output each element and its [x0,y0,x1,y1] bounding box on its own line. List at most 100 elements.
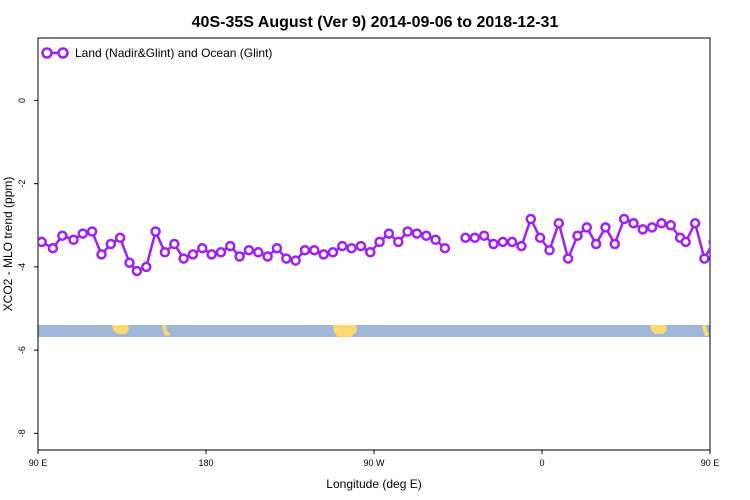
data-point [150,226,161,237]
data-point [365,247,376,258]
land-patch [162,325,171,336]
data-point [680,236,691,248]
data-point [488,238,499,250]
data-point [609,238,621,250]
data-point [131,265,143,277]
plot-frame [37,37,711,451]
data-point [374,236,385,248]
data-point [38,236,47,248]
series-group [38,213,746,277]
data-point [618,213,630,225]
data-point [411,228,423,239]
legend: Land (Nadir&Glint) and Ocean (Glint) [41,46,272,60]
data-point [225,240,236,252]
data-point [337,240,348,252]
data-point [215,247,227,258]
data-point [105,238,117,250]
data-point [47,242,59,254]
data-point [271,242,283,254]
data-point [544,244,555,256]
data-point [421,230,432,241]
data-point [253,247,264,258]
legend-marker-right [57,47,69,59]
data-point [478,230,490,241]
data-point [96,249,107,260]
data-point [728,232,736,240]
land-patch [112,325,129,334]
y-axis: 0 -2 -4 -6 -8 [17,98,38,437]
land-patch [650,325,667,334]
data-point [124,257,135,268]
data-point [383,228,395,239]
x-axis-label: Longitude (deg E) [326,477,421,491]
data-point [318,249,329,260]
data-point [402,226,413,237]
data-point [57,230,68,241]
x-axis: 90 E 180 90 W 0 90 E [29,450,720,468]
data-point [169,238,180,250]
data-point [460,232,471,244]
data-point [281,253,292,264]
x-tick-label: 90 W [363,458,385,468]
data-point [114,232,126,244]
data-point [206,249,217,260]
chart-title: 40S-35S August (Ver 9) 2014-09-06 to 201… [192,14,559,31]
land-ocean-map-strip [38,325,710,337]
data-point [327,247,339,258]
data-point [708,238,710,246]
y-tick-label: -6 [17,346,27,354]
data-point [309,244,320,256]
data-point [699,253,710,264]
data-point [262,251,273,262]
series-layer [38,213,746,277]
data-point [159,247,171,258]
data-point [628,217,639,229]
y-axis-label: XCO2 - MLO trend (ppm) [1,177,15,312]
data-point [243,244,255,256]
y-tick-label: -2 [17,180,27,188]
data-point [553,217,565,229]
y-tick-label: -8 [17,429,27,437]
legend-marker-left [41,47,53,59]
land-patch [702,325,710,336]
data-point [141,261,152,273]
data-point [68,234,79,246]
data-point [355,240,367,252]
data-point [525,213,537,225]
data-point [393,236,404,248]
x-tick-label: 180 [198,458,213,468]
data-point [590,238,602,250]
data-point [637,224,649,235]
land-patch [333,325,357,337]
data-point [738,238,746,246]
x-tick-label: 0 [539,458,544,468]
data-point [178,253,189,264]
data-point [290,255,301,266]
data-point [581,222,593,233]
data-point [572,230,583,241]
data-point [562,253,574,264]
x-tick-label: 90 E [701,458,720,468]
data-point [197,242,208,254]
data-point [439,242,451,254]
y-tick-label: -4 [17,263,27,271]
data-point [719,242,727,250]
data-point [656,217,667,229]
data-point [646,222,658,233]
data-point [86,226,98,237]
data-point [689,217,701,229]
x-tick-label: 90 E [29,458,48,468]
data-point [534,232,546,244]
data-point [665,220,677,231]
data-point [469,232,481,244]
data-point [299,244,311,256]
data-point [497,236,509,248]
data-point [600,222,611,233]
y-tick-label: 0 [17,98,27,103]
data-point [234,251,245,262]
data-point [187,249,199,260]
data-point [77,228,89,239]
ocean-band [38,325,710,337]
legend-label: Land (Nadir&Glint) and Ocean (Glint) [75,46,272,60]
